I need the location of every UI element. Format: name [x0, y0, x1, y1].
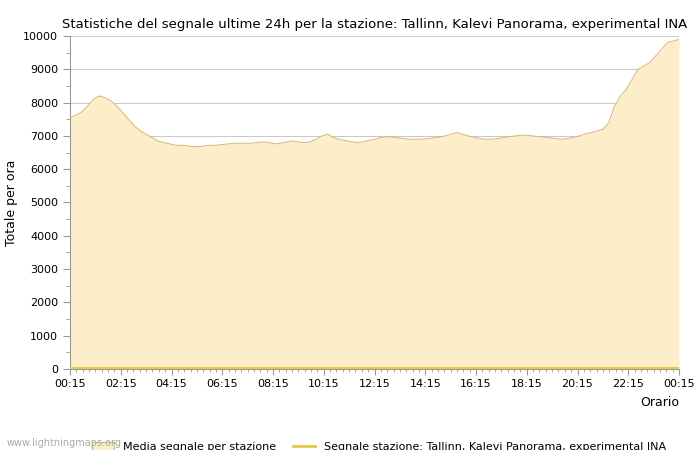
Y-axis label: Totale per ora: Totale per ora	[5, 159, 18, 246]
Title: Statistiche del segnale ultime 24h per la stazione: Tallinn, Kalevi Panorama, ex: Statistiche del segnale ultime 24h per l…	[62, 18, 687, 31]
Text: Orario: Orario	[640, 396, 679, 409]
Text: www.lightningmaps.org: www.lightningmaps.org	[7, 438, 122, 448]
Legend: Media segnale per stazione, Segnale stazione: Tallinn, Kalevi Panorama, experime: Media segnale per stazione, Segnale staz…	[88, 438, 671, 450]
